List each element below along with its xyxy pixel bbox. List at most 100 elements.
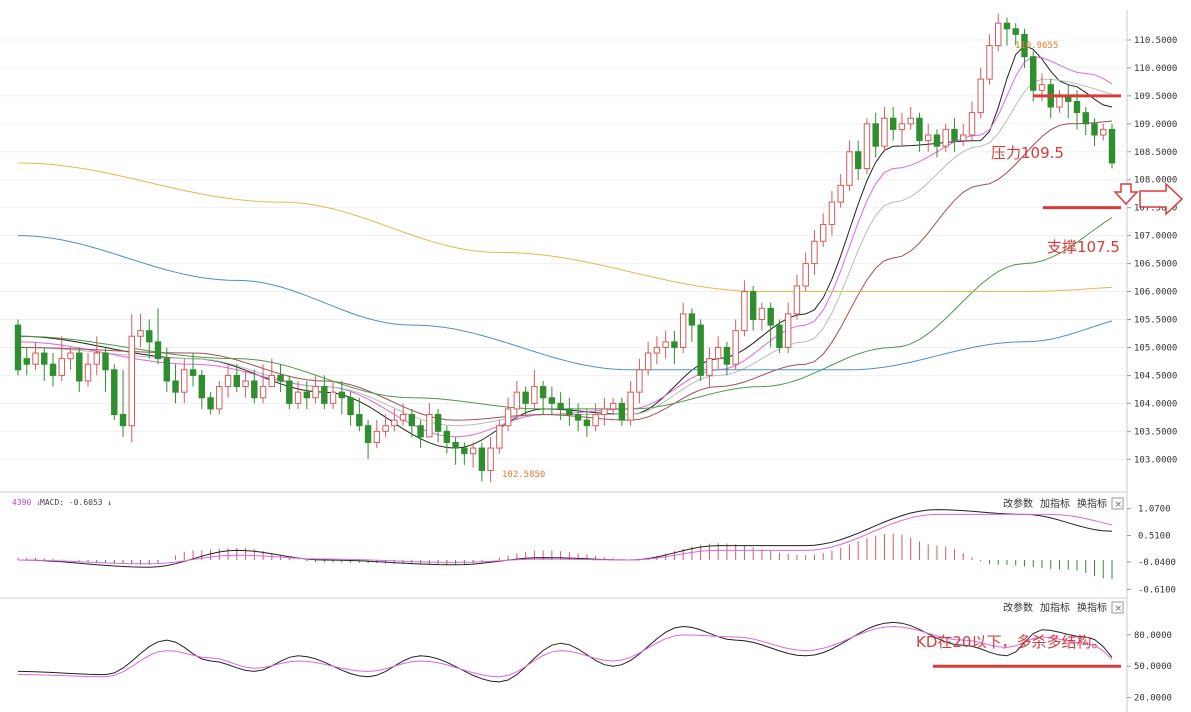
y-tick-label: 105.0000 — [1134, 343, 1177, 353]
kd-edit-params-button[interactable]: 改参数 — [1003, 601, 1033, 614]
candle-body — [933, 134, 941, 147]
candle-body — [916, 117, 923, 142]
candle-body — [601, 408, 608, 416]
candle-body — [749, 291, 757, 320]
macd-toolbar: 改参数 加指标 换指标 × — [1003, 497, 1124, 510]
candle-body — [758, 307, 766, 320]
macd-dea-line — [18, 513, 1113, 565]
candle-body — [889, 117, 897, 130]
candle-body — [163, 358, 170, 382]
y-tick-label: 106.0000 — [1134, 288, 1177, 298]
candle-body — [872, 123, 879, 147]
kd-tick-label: 80.0000 — [1134, 631, 1172, 641]
y-tick-label: 103.5000 — [1134, 427, 1177, 437]
candle-body — [688, 313, 696, 326]
candle-body — [627, 391, 634, 421]
macd-switch-indicator-button[interactable]: 换指标 — [1077, 497, 1107, 510]
candle-body — [373, 430, 381, 443]
macd-header-1: 4390 ↓ — [12, 498, 41, 507]
candle-body — [837, 184, 844, 203]
candle-body — [399, 414, 407, 421]
macd-tick-label: 1.0700 — [1138, 505, 1171, 515]
y-tick-label: 103.0000 — [1134, 455, 1177, 465]
y-tick-label: 108.0000 — [1134, 176, 1177, 186]
candle-body — [119, 414, 127, 427]
moving-average-6 — [17, 235, 1113, 371]
candle-body — [942, 128, 949, 147]
candle-body — [697, 324, 704, 376]
candle-body — [819, 223, 827, 242]
candle-body — [382, 425, 389, 432]
candle-body — [496, 425, 503, 449]
candle-body — [1012, 28, 1019, 35]
macd-add-indicator-button[interactable]: 加指标 — [1040, 497, 1070, 510]
candle-body — [557, 402, 564, 410]
candle-body — [583, 419, 591, 427]
candle-body — [443, 430, 451, 443]
candle-body — [233, 374, 241, 388]
candle-body — [1030, 56, 1037, 91]
candle-body — [907, 117, 914, 125]
candle-body — [811, 240, 818, 265]
kd-switch-indicator-button[interactable]: 换指标 — [1077, 601, 1107, 614]
candle-body — [321, 386, 328, 404]
candle-body — [679, 313, 687, 348]
candle-body — [216, 386, 223, 410]
kd-toolbar: 改参数 加指标 换指标 × — [1003, 601, 1124, 614]
candle-body — [636, 369, 643, 393]
macd-edit-params-button[interactable]: 改参数 — [1003, 497, 1033, 510]
candle-body — [522, 391, 529, 404]
candle-body — [181, 369, 188, 393]
candle-body — [854, 151, 862, 170]
kd-close-glyph: × — [1115, 604, 1123, 614]
macd-tick-label: -0.6100 — [1138, 585, 1176, 595]
candle-body — [714, 346, 722, 360]
kd-tick-label: 50.0000 — [1134, 662, 1172, 672]
candle-body — [995, 22, 1002, 47]
candle-body — [67, 352, 74, 360]
candle-body — [706, 358, 713, 376]
candle-body — [574, 414, 582, 421]
candle-body — [881, 117, 888, 147]
candle-body — [986, 45, 993, 80]
candle-body — [566, 408, 573, 416]
y-tick-label: 107.5000 — [1134, 204, 1177, 214]
candle-body — [592, 414, 599, 427]
candle-body — [662, 341, 669, 348]
candle-body — [1038, 84, 1046, 91]
candle-body — [41, 352, 48, 365]
candle-body — [198, 374, 206, 399]
candle-body — [312, 386, 319, 399]
moving-average-lines — [17, 44, 1113, 449]
candle-body — [469, 447, 477, 455]
candle-body — [671, 341, 678, 348]
candle-body — [32, 352, 39, 365]
candle-body — [1056, 95, 1063, 108]
kd-close-icon[interactable] — [1111, 601, 1124, 614]
candle-body — [776, 324, 783, 348]
candle-body — [548, 397, 556, 404]
candle-body — [1082, 112, 1089, 125]
macd-close-icon[interactable] — [1111, 497, 1124, 510]
macd-tick-label: 0.5100 — [1138, 532, 1171, 542]
y-tick-label: 109.0000 — [1134, 120, 1177, 130]
candle-body — [461, 447, 468, 455]
candle-body — [347, 397, 354, 416]
candle-body — [286, 380, 293, 404]
candle-body — [408, 414, 416, 427]
low-price-label: 102.5850 — [502, 470, 545, 480]
candle-body — [189, 369, 197, 376]
macd-dif-line — [17, 509, 1113, 568]
candle-body — [977, 78, 984, 114]
candle-body — [364, 425, 372, 443]
candle-body — [434, 414, 442, 432]
y-tick-label: 110.0000 — [1134, 64, 1177, 74]
y-tick-label: 105.5000 — [1134, 315, 1177, 325]
candle-body — [391, 419, 398, 427]
kd-add-indicator-button[interactable]: 加指标 — [1040, 601, 1070, 614]
candle-body — [767, 307, 774, 326]
candles — [14, 13, 1116, 483]
candle-body — [76, 352, 83, 382]
candle-body — [23, 358, 30, 365]
